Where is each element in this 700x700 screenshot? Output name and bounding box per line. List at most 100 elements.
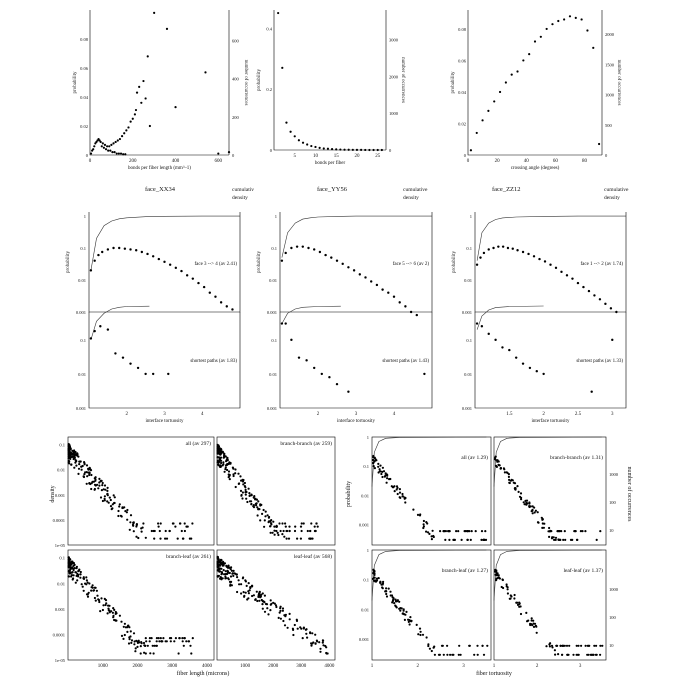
data-point [562,644,565,647]
data-point [132,530,135,533]
data-point [144,652,147,655]
data-point [256,514,259,517]
x-tick-label: 2000 [268,664,279,669]
density-point [225,305,228,308]
data-point [217,559,220,563]
data-point [68,449,71,452]
data-point [518,495,522,498]
y-tick-label: 0.001 [267,310,277,315]
data-point [189,644,192,647]
data-point [506,471,509,474]
data-point [103,499,106,502]
x-axis-label: interface tortuosity [146,419,184,424]
density-point [284,251,287,255]
data-point [528,505,531,509]
density-point [197,281,200,285]
data-point [89,468,92,471]
data-point [372,465,375,468]
density-point [280,259,284,262]
data-point [71,567,74,570]
data-point [218,449,221,452]
density-point [358,273,361,276]
data-point [528,53,531,56]
data-point [243,595,246,598]
data-point [494,573,497,576]
data-point [515,601,518,604]
data-point [314,642,317,645]
axis-frame [474,312,627,409]
data-point [412,508,415,511]
data-point [545,645,548,648]
data-point [403,618,406,622]
data-point [574,16,577,19]
data-point [443,530,446,533]
data-point [509,597,512,600]
data-point [389,590,392,593]
density-point [208,291,211,294]
data-point [597,142,601,146]
data-point [275,529,278,533]
data-point [392,598,395,601]
density-point [313,366,316,370]
data-point [94,142,97,145]
data-point [172,522,175,525]
data-point [242,591,245,594]
data-point [273,525,276,528]
y-tick-label: 1 [84,214,86,219]
data-point [426,531,430,534]
data-point [223,454,226,457]
data-point [532,622,535,625]
data-point [180,529,183,533]
data-point [165,537,169,540]
y2-tick-label: 1000 [605,93,615,98]
data-point [95,589,98,592]
data-point [296,627,299,630]
data-point [103,484,107,487]
data-point [98,481,101,484]
data-point [119,152,123,155]
data-point [589,653,593,656]
data-point [508,481,511,484]
data-point [531,512,534,515]
data-point [275,605,278,609]
data-point [386,477,389,480]
data-point [127,624,130,627]
data-point [416,513,420,517]
data-point [385,481,388,484]
data-point [250,500,253,503]
data-point [319,650,322,653]
density-point [479,256,482,259]
data-point [108,604,111,607]
y-tick-label: 0.4 [266,26,272,31]
data-point [233,572,236,575]
data-point [484,530,487,533]
y-tick-label: 0.01 [78,372,86,377]
data-point [281,533,284,536]
data-point [159,537,162,540]
data-point [601,644,604,647]
data-point [112,607,115,610]
density-point [140,250,144,254]
data-point [245,584,248,588]
data-point [569,538,573,542]
density-point [501,245,505,248]
data-point [355,148,359,151]
data-point [270,602,273,605]
data-point [281,522,284,525]
data-point [372,572,375,575]
x-tick-label: 60 [553,159,559,164]
data-point [273,529,276,532]
data-point [232,574,235,578]
data-point [310,644,313,647]
data-point [118,505,121,508]
data-point [129,514,133,517]
data-point [487,109,490,112]
y-axis-label: probability [73,71,78,93]
data-point [480,538,483,542]
x-axis-label: fiber tortuosity [476,670,512,677]
data-point [134,108,138,112]
data-point [82,589,85,592]
data-point [220,571,223,575]
data-point [403,497,406,500]
density-point [301,245,304,248]
